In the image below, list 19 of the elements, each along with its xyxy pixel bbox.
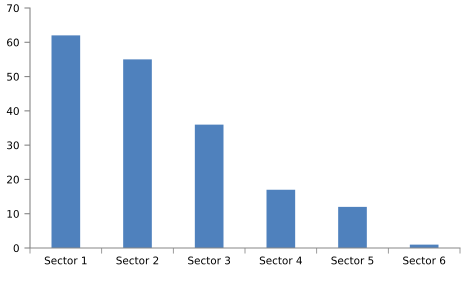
x-tick-label: Sector 6 bbox=[403, 256, 446, 264]
x-tick-label: Sector 4 bbox=[260, 256, 302, 264]
x-tick-label: Sector 2 bbox=[116, 256, 158, 264]
y-tick-label: 70 bbox=[7, 4, 19, 12]
x-tick-label: Sector 5 bbox=[331, 256, 374, 264]
y-tick-label: 50 bbox=[7, 72, 19, 81]
x-tick-label: Sector 1 bbox=[44, 256, 87, 264]
bar bbox=[123, 59, 152, 248]
bar bbox=[266, 190, 296, 248]
bar bbox=[338, 206, 367, 248]
y-tick-label: 20 bbox=[7, 176, 19, 184]
x-tick-label: Sector 3 bbox=[188, 256, 230, 264]
y-tick-label: 30 bbox=[7, 141, 19, 150]
y-tick-label: 60 bbox=[7, 38, 19, 46]
bar bbox=[194, 124, 224, 248]
y-tick-label: 0 bbox=[14, 244, 19, 252]
bar bbox=[52, 35, 80, 248]
y-tick-label: 10 bbox=[7, 210, 19, 218]
y-tick-label: 40 bbox=[6, 107, 19, 115]
